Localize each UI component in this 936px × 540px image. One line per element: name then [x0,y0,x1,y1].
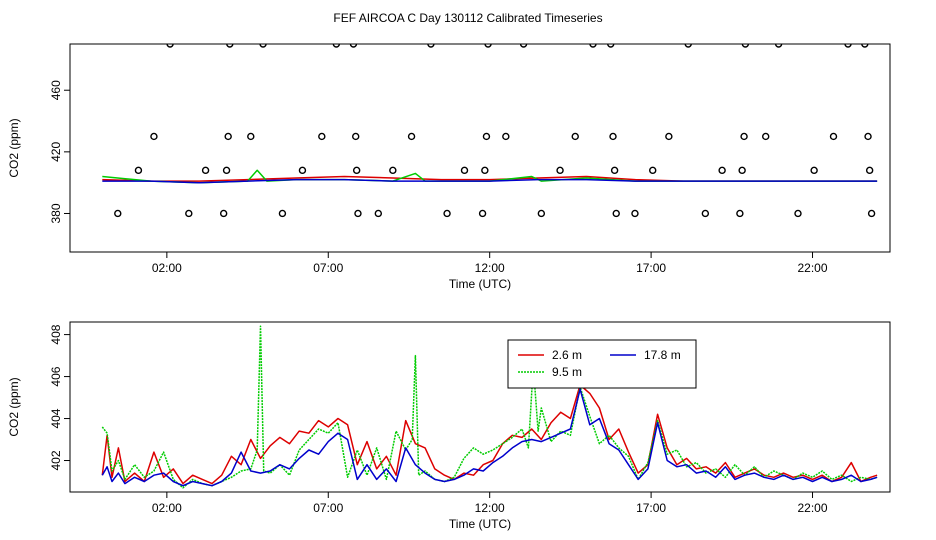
data-point [794,209,802,218]
data-point [740,132,748,141]
y-tick-label: 420 [49,142,63,162]
y-tick-label: 406 [49,366,63,386]
data-point [867,209,876,218]
data-point [738,166,746,175]
bottom-panel: 02:00 07:00 12:00 17:00 22:00 402 404 406 408 Tim… [7,321,891,531]
data-point [226,44,234,48]
legend-label: 17.8 m [644,348,681,362]
data-point [349,44,358,48]
data-point [298,166,307,175]
data-point [114,209,122,218]
x-tick-label: 12:00 [475,501,505,515]
data-point [701,209,710,218]
legend-label: 2.6 m [552,348,582,362]
data-point [684,44,692,48]
data-point [389,166,397,175]
y-axis-label: CO2 (ppm) [7,377,21,436]
data-point [134,166,143,175]
data-point [665,132,673,141]
legend-box [507,339,697,389]
y-tick-label: 404 [49,408,63,428]
data-point [185,209,193,218]
x-axis-label: Time (UTC) [449,277,511,291]
data-point [829,132,838,141]
x-tick-label: 22:00 [798,261,828,275]
x-tick-label: 22:00 [798,501,828,515]
y-tick-label: 408 [49,324,63,344]
data-point [481,166,489,175]
data-point [865,166,874,175]
data-point [354,209,362,218]
data-point [332,44,341,48]
series-line [102,178,878,184]
series-line [101,325,878,489]
data-point [318,132,326,141]
data-point [219,209,228,218]
y-tick-label: 380 [49,203,63,223]
data-point [810,166,818,175]
y-tick-label: 402 [49,450,63,470]
legend-label: 9.5 m [552,365,582,379]
data-point [861,44,869,48]
data-point [482,132,491,141]
series-line [101,384,878,485]
data-point [224,132,232,141]
data-point [736,209,744,218]
data-point [609,132,617,141]
data-point [166,44,174,48]
data-point [374,209,383,218]
data-point [571,132,579,141]
data-point [718,166,726,175]
data-point [150,132,158,141]
data-point [649,166,657,175]
data-point [612,209,620,218]
data-point [484,44,492,48]
x-tick-label: 12:00 [475,261,505,275]
data-point [201,166,210,175]
data-point [278,209,287,218]
data-point [556,166,564,175]
data-point [519,44,528,48]
data-point [443,209,451,218]
data-point [478,209,487,218]
data-point [247,132,255,141]
data-point [844,44,852,48]
data-point [864,132,872,141]
data-point [774,44,783,48]
data-point [762,132,770,141]
x-tick-label: 07:00 [313,261,343,275]
data-point [460,166,469,175]
y-tick-label: 460 [49,80,63,100]
data-point [259,44,267,48]
x-axis-label: Time (UTC) [449,517,511,531]
x-tick-label: 02:00 [152,261,182,275]
data-point [502,132,510,141]
data-point [589,44,597,48]
data-point [427,44,435,48]
x-tick-label: 17:00 [636,261,666,275]
y-axis-label: CO2 (ppm) [7,118,21,177]
data-point [222,166,231,175]
data-point [631,209,639,218]
x-tick-label: 17:00 [636,501,666,515]
data-point [407,132,416,141]
data-point [610,166,619,175]
x-tick-label: 02:00 [152,501,182,515]
data-point [352,166,361,175]
top-panel: 02:00 07:00 12:00 17:00 22:00 380 420 460 Time (… [7,43,891,291]
series-line [101,388,878,487]
plot-frame [69,43,891,253]
series-group [102,44,878,218]
data-point [741,44,750,48]
legend: 2.6 m 9.5 m 17.8 m [507,339,697,389]
data-point [537,209,546,218]
figure-title: FEF AIRCOA C Day 130112 Calibrated Times… [333,11,602,25]
series-group [101,325,878,489]
data-point [352,132,360,141]
data-point [607,44,615,48]
x-tick-label: 07:00 [313,501,343,515]
plot-frame [69,321,891,493]
